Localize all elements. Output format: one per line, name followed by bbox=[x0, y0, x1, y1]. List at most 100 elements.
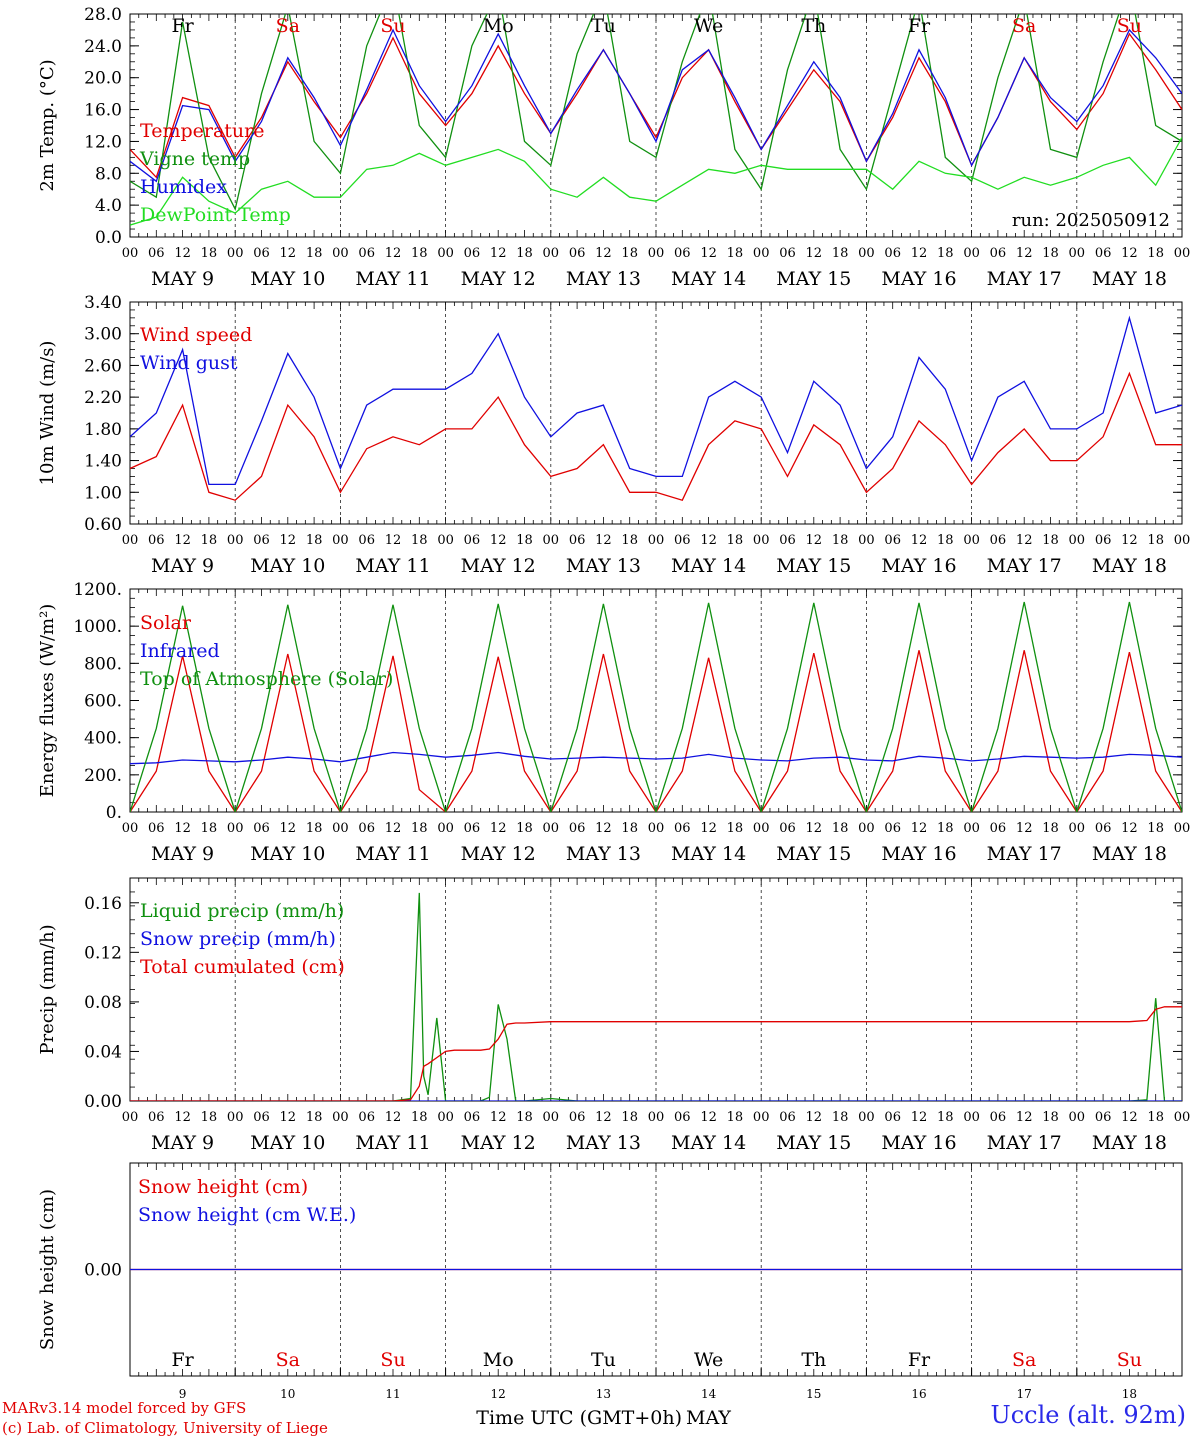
hour-tick-label: 18 bbox=[1147, 246, 1164, 261]
day-label: MAY 13 bbox=[566, 1132, 641, 1154]
hour-tick-label: 00 bbox=[648, 246, 665, 261]
day-label: MAY 13 bbox=[566, 555, 641, 577]
hour-tick-label: 18 bbox=[1042, 533, 1059, 548]
day-label: MAY 12 bbox=[461, 268, 536, 290]
y-axis-label: Snow height (cm) bbox=[37, 1189, 58, 1350]
hour-tick-label: 06 bbox=[464, 246, 481, 261]
day-label: MAY 14 bbox=[671, 555, 746, 577]
hour-tick-label: 06 bbox=[674, 246, 691, 261]
hour-tick-label: 00 bbox=[227, 533, 244, 548]
series-line-wind-gust bbox=[130, 315, 1182, 486]
series-line-total-cumulated-cm bbox=[130, 1006, 1182, 1101]
weekday-label: Mo bbox=[483, 15, 514, 37]
hour-tick-label: 12 bbox=[595, 533, 612, 548]
hour-tick-label: 18 bbox=[411, 533, 428, 548]
hour-tick-label: 00 bbox=[1174, 246, 1191, 261]
hour-tick-label: 12 bbox=[1121, 1110, 1138, 1125]
hour-tick-label: 06 bbox=[569, 533, 586, 548]
hour-tick-label: 00 bbox=[1069, 1110, 1086, 1125]
hour-tick-label: 12 bbox=[1016, 246, 1033, 261]
hour-tick-label: 06 bbox=[464, 1110, 481, 1125]
hour-tick-label: 18 bbox=[306, 246, 323, 261]
hour-tick-label: 06 bbox=[990, 821, 1007, 836]
hour-tick-label: 06 bbox=[358, 246, 375, 261]
hour-tick-label: 12 bbox=[385, 821, 402, 836]
series-line-vigne-temp bbox=[130, 14, 1182, 211]
day-label: MAY 15 bbox=[776, 555, 851, 577]
hour-tick-label: 12 bbox=[1016, 821, 1033, 836]
day-label: MAY 15 bbox=[776, 268, 851, 290]
hour-tick-label: 00 bbox=[1069, 533, 1086, 548]
day-label: MAY 18 bbox=[1092, 555, 1167, 577]
bottom-day-number: 14 bbox=[701, 1387, 717, 1401]
legend-total-cumulated-cm: Total cumulated (cm) bbox=[140, 956, 345, 978]
day-label: MAY 17 bbox=[987, 1132, 1062, 1154]
hour-tick-label: 00 bbox=[1174, 533, 1191, 548]
hour-tick-label: 18 bbox=[937, 533, 954, 548]
hour-tick-label: 18 bbox=[727, 1110, 744, 1125]
day-label: MAY 11 bbox=[355, 1132, 430, 1154]
hour-tick-label: 18 bbox=[621, 821, 638, 836]
hour-tick-label: 06 bbox=[358, 1110, 375, 1125]
hour-tick-label: 00 bbox=[543, 1110, 560, 1125]
legend-liquid-precip-mm-h: Liquid precip (mm/h) bbox=[140, 900, 344, 922]
weekday-label: Fr bbox=[171, 15, 194, 37]
hour-tick-label: 06 bbox=[990, 1110, 1007, 1125]
day-label: MAY 18 bbox=[1092, 268, 1167, 290]
hour-tick-label: 06 bbox=[674, 533, 691, 548]
hour-tick-label: 18 bbox=[1042, 821, 1059, 836]
bottom-day-number: 18 bbox=[1122, 1387, 1137, 1401]
hour-tick-label: 18 bbox=[201, 246, 218, 261]
day-label: MAY 15 bbox=[776, 1132, 851, 1154]
hour-tick-label: 06 bbox=[464, 821, 481, 836]
weekday-label: Sa bbox=[1012, 1349, 1036, 1371]
hour-tick-label: 12 bbox=[385, 246, 402, 261]
hour-tick-label: 18 bbox=[727, 821, 744, 836]
hour-tick-label: 12 bbox=[1121, 533, 1138, 548]
weekday-label: Tu bbox=[591, 1349, 616, 1371]
y-tick-label: 4.0 bbox=[95, 196, 122, 216]
day-label: MAY 17 bbox=[987, 555, 1062, 577]
legend-top-of-atmosphere-solar: Top of Atmosphere (Solar) bbox=[140, 668, 393, 690]
day-label: MAY 18 bbox=[1092, 843, 1167, 865]
day-label: MAY 16 bbox=[881, 1132, 956, 1154]
hour-tick-label: 18 bbox=[411, 1110, 428, 1125]
hour-tick-label: 18 bbox=[306, 1110, 323, 1125]
y-tick-label: 0.00 bbox=[84, 1092, 122, 1112]
bottom-day-number: 17 bbox=[1017, 1387, 1032, 1401]
hour-tick-label: 18 bbox=[832, 246, 849, 261]
hour-tick-label: 06 bbox=[884, 821, 901, 836]
model-credit-line-2: (c) Lab. of Climatology, University of L… bbox=[2, 1419, 328, 1437]
day-label: MAY 11 bbox=[355, 843, 430, 865]
hour-tick-label: 12 bbox=[911, 246, 928, 261]
y-tick-label: 20.0 bbox=[84, 69, 122, 89]
hour-tick-label: 00 bbox=[122, 533, 139, 548]
weekday-label: Fr bbox=[908, 1349, 931, 1371]
y-tick-label: 2.20 bbox=[84, 388, 122, 408]
y-tick-label: 200. bbox=[84, 766, 122, 786]
legend-dewpoint-temp: DewPoint Temp bbox=[140, 204, 291, 226]
hour-tick-label: 06 bbox=[253, 821, 270, 836]
hour-tick-label: 06 bbox=[148, 821, 165, 836]
hour-tick-label: 12 bbox=[806, 246, 823, 261]
hour-tick-label: 12 bbox=[595, 821, 612, 836]
y-tick-label: 1200. bbox=[73, 580, 122, 600]
hour-tick-label: 18 bbox=[516, 821, 533, 836]
weekday-label: Su bbox=[380, 15, 405, 37]
hour-tick-label: 00 bbox=[1069, 246, 1086, 261]
hour-tick-label: 12 bbox=[911, 533, 928, 548]
weekday-label: Th bbox=[801, 1349, 826, 1371]
y-axis-label: Precip (mm/h) bbox=[37, 924, 58, 1054]
hour-tick-label: 00 bbox=[858, 246, 875, 261]
bottom-day-number: 11 bbox=[385, 1387, 400, 1401]
hour-tick-label: 06 bbox=[884, 246, 901, 261]
hour-tick-label: 06 bbox=[779, 533, 796, 548]
y-axis-label: 10m Wind (m/s) bbox=[37, 341, 58, 486]
series-group bbox=[130, 601, 1182, 812]
y-tick-label: 16.0 bbox=[84, 101, 122, 121]
hour-tick-label: 12 bbox=[174, 821, 191, 836]
hour-tick-label: 18 bbox=[411, 821, 428, 836]
hour-tick-label: 12 bbox=[700, 1110, 717, 1125]
y-tick-label: 1.80 bbox=[84, 420, 122, 440]
hour-tick-label: 06 bbox=[1095, 533, 1112, 548]
